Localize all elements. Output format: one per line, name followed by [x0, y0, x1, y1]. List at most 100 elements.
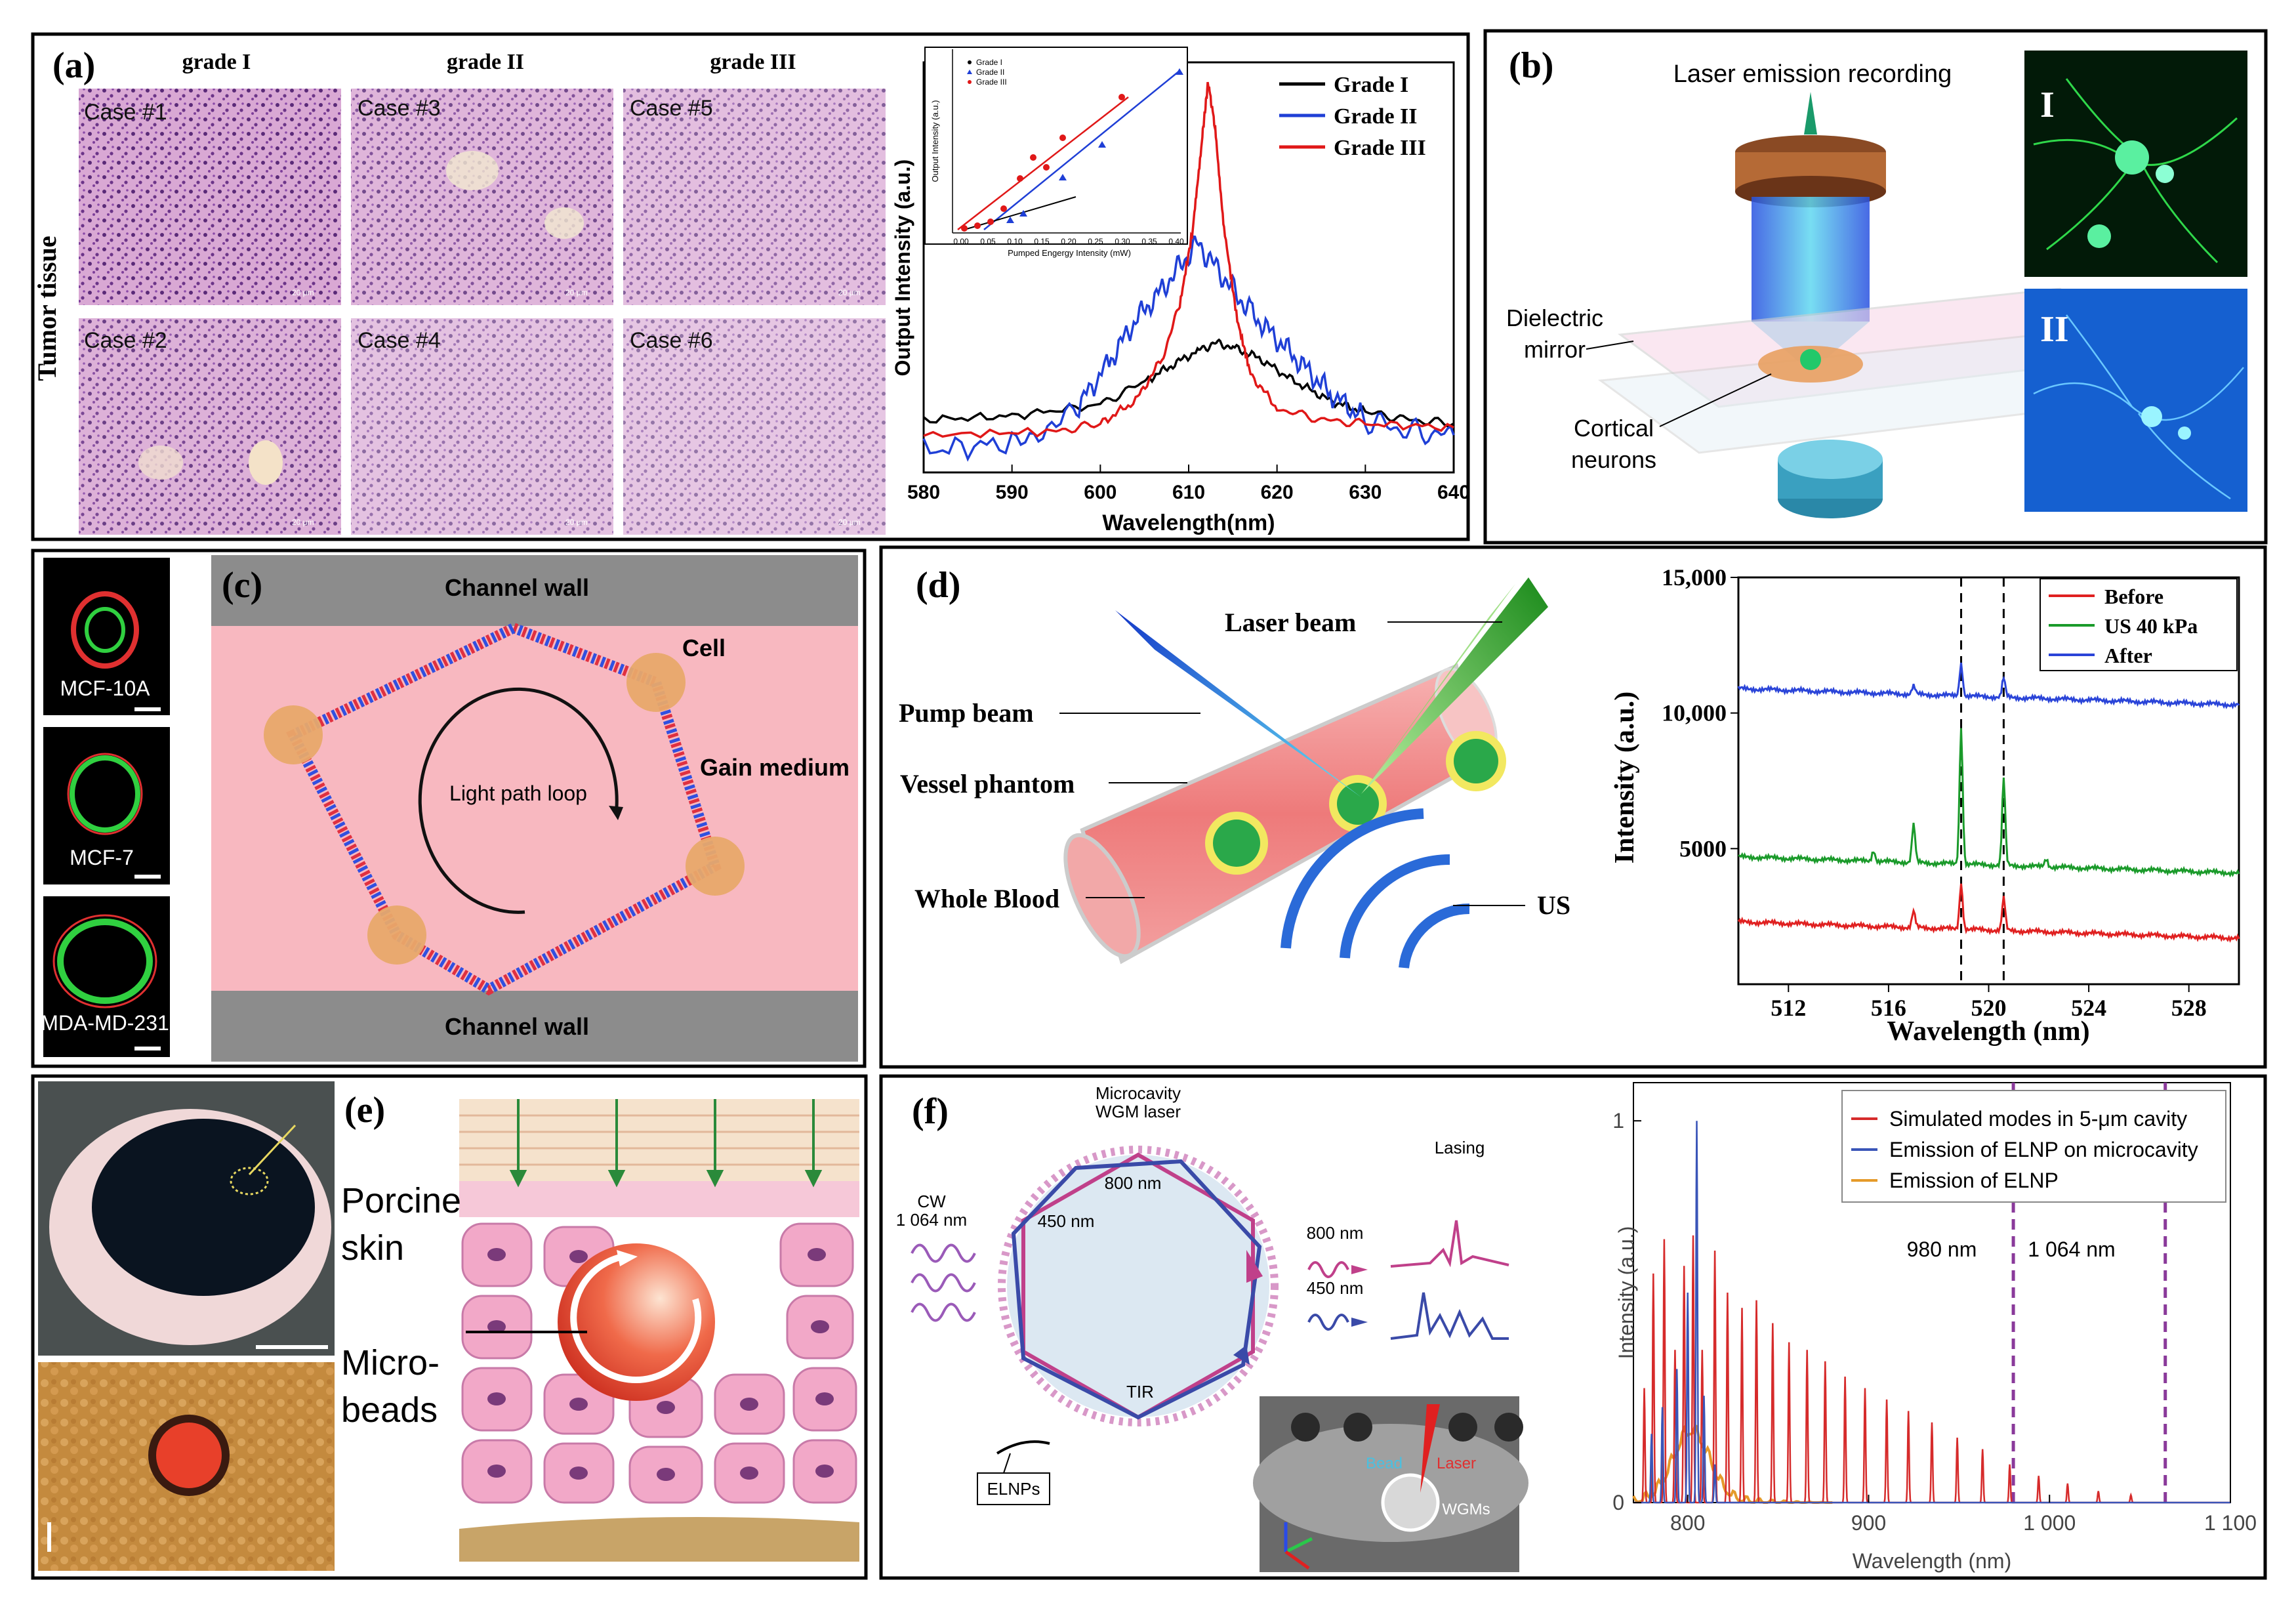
whole-blood-label: Whole Blood — [914, 884, 1059, 913]
inset-xtick: 0.35 — [1141, 237, 1157, 246]
case-label: Case #5 — [630, 96, 713, 121]
series-line — [1633, 1121, 2230, 1504]
vline-label-980: 980 nm — [1907, 1237, 1977, 1261]
cell-line-label: MCF-7 — [70, 846, 134, 869]
series-line — [1737, 662, 2240, 710]
lasing-spectrum-450 — [1390, 1292, 1509, 1340]
inset-xtick: 0.00 — [953, 237, 969, 246]
scale-text: 20 μm — [292, 518, 314, 527]
legend-entry: Grade III — [1334, 136, 1426, 160]
neuron-image-ii: II — [2024, 289, 2247, 512]
panel-e: (e) — [31, 1074, 868, 1580]
beads-label: beads — [341, 1390, 438, 1430]
inset-points — [1006, 68, 1183, 223]
legend-entry: Before — [2104, 585, 2163, 608]
chart-f-xlabel: Wavelength (nm) — [1853, 1549, 2011, 1573]
panel-a-label: (a) — [52, 45, 95, 86]
elnps-label: ELNPs — [987, 1479, 1040, 1499]
x-tick-label: 528 — [2171, 995, 2207, 1021]
grade-ii-heading: grade II — [447, 50, 524, 74]
case-label: Case #1 — [84, 100, 167, 125]
bead-photo — [1253, 1396, 1528, 1572]
x-tick-label: 590 — [996, 482, 1029, 503]
legend-entry: US 40 kPa — [2104, 614, 2198, 638]
case-label: Case #4 — [358, 328, 441, 353]
tumor-tissue-label: Tumor tissue — [32, 236, 62, 381]
y-tick-label: 0 — [1612, 1491, 1624, 1514]
channel-wall-label: Channel wall — [445, 1013, 589, 1040]
case-label: Case #2 — [84, 328, 167, 353]
wgm-cavity-diagram — [911, 1146, 1509, 1505]
out-800-label: 800 nm — [1307, 1223, 1364, 1243]
inset-label-ii: II — [2040, 309, 2069, 350]
legend-entry: Emission of ELNP on microcavity — [1889, 1138, 2198, 1161]
chart-a-xlabel: Wavelength(nm) — [1102, 510, 1275, 535]
cell — [626, 653, 686, 712]
wgm-label-1: Microcavity — [1096, 1083, 1181, 1103]
inset-fit-line — [983, 70, 1180, 230]
x-tick-label: 1 100 — [2204, 1511, 2257, 1535]
pump-beam-label: Pump beam — [899, 698, 1034, 728]
panel-d: (d) Laser beam Pump beam Vessel phantom … — [879, 545, 2267, 1069]
cell — [264, 705, 323, 764]
chart-f-legend: Simulated modes in 5-μm cavity Emission … — [1841, 1090, 2226, 1203]
inset-legend-entry: Grade III — [976, 77, 1007, 87]
panel-b-label: (b) — [1509, 45, 1553, 86]
inset-frame — [924, 47, 1188, 245]
panel-b-title: Laser emission recording — [1673, 60, 1952, 88]
lasing-spectrum-800 — [1390, 1220, 1509, 1268]
x-tick-label: 516 — [1871, 995, 1906, 1021]
panel-f-labels: Microcavity WGM laser CW 1 064 nm 800 nm… — [896, 1083, 1490, 1518]
series-line — [1737, 883, 2240, 943]
porcine-label: Porcine — [341, 1181, 461, 1220]
loop-label: Light path loop — [449, 781, 587, 805]
case-labels: Case #1 Case #3 Case #5 Case #2 Case #4 … — [84, 96, 713, 353]
chart-a: 580 590 600 610 620 630 640 Wavelength(nm) Out… — [891, 47, 1470, 535]
case-label: Case #3 — [358, 96, 441, 121]
chart-a-lines — [922, 81, 1455, 462]
legend-entry: Grade I — [1334, 73, 1408, 97]
skin-illustration — [459, 1099, 859, 1562]
histology-grid — [79, 89, 886, 535]
panel-d-label: (d) — [916, 565, 960, 606]
chart-a-xticks: 580 590 600 610 620 630 640 — [907, 465, 1470, 503]
inset-label-i: I — [2040, 85, 2055, 125]
panel-c: MCF-10A MCF-7 MDA-MD-231 Channel wall Ch… — [31, 549, 867, 1068]
x-tick-label: 610 — [1172, 482, 1205, 503]
inset-xtick: 0.40 — [1168, 237, 1184, 246]
chart-d-xlabel: Wavelength (nm) — [1887, 1016, 2089, 1047]
series-line — [922, 235, 1455, 462]
case-label: Case #6 — [630, 328, 713, 353]
chart-d: 512 516 520 524 528 5000 10,000 15,000 Waveleng… — [1610, 564, 2240, 1047]
channel-wall-label: Channel wall — [445, 574, 589, 601]
neurons-label: neurons — [1571, 446, 1656, 473]
x-tick-label: 640 — [1437, 482, 1470, 503]
lasing-label: Lasing — [1435, 1138, 1485, 1157]
chart-d-lines — [1737, 662, 2240, 943]
legend-entry: Emission of ELNP — [1889, 1169, 2059, 1192]
panel-a: (a) grade I grade II grade III Tumor tis… — [31, 32, 1470, 541]
x-tick-label: 800 — [1670, 1511, 1705, 1535]
histology-tile — [79, 318, 341, 535]
legend-entry: Simulated modes in 5-μm cavity — [1889, 1107, 2187, 1131]
wgms-photo-label: WGMs — [1442, 1501, 1490, 1518]
y-tick-label: 15,000 — [1662, 564, 1727, 591]
chart-f-ylabel: Intensity (a.u.) — [1614, 1226, 1638, 1360]
x-tick-label: 512 — [1771, 995, 1806, 1021]
scale-text: 20 μm — [292, 288, 314, 297]
laser-photo-label: Laser — [1437, 1455, 1476, 1472]
microbead-photo — [38, 1362, 335, 1571]
panel-b: (b) Laser emission recording Dielectric … — [1483, 29, 2268, 545]
series-line — [1738, 728, 2240, 878]
cell-label: Cell — [682, 634, 726, 661]
x-tick-label: 1 000 — [2023, 1511, 2076, 1535]
inset-xticks: 0.00 0.05 0.10 0.15 0.20 0.25 0.30 0.35 … — [953, 237, 1184, 246]
panel-f-label: (f) — [912, 1091, 949, 1132]
histology-tile — [351, 318, 613, 535]
x-tick-label: 520 — [1971, 995, 2007, 1021]
chart-d-ylabel: Intensity (a.u.) — [1610, 692, 1640, 864]
mode-800-label: 800 nm — [1105, 1173, 1162, 1193]
x-tick-label: 630 — [1349, 482, 1382, 503]
cell — [686, 837, 745, 896]
